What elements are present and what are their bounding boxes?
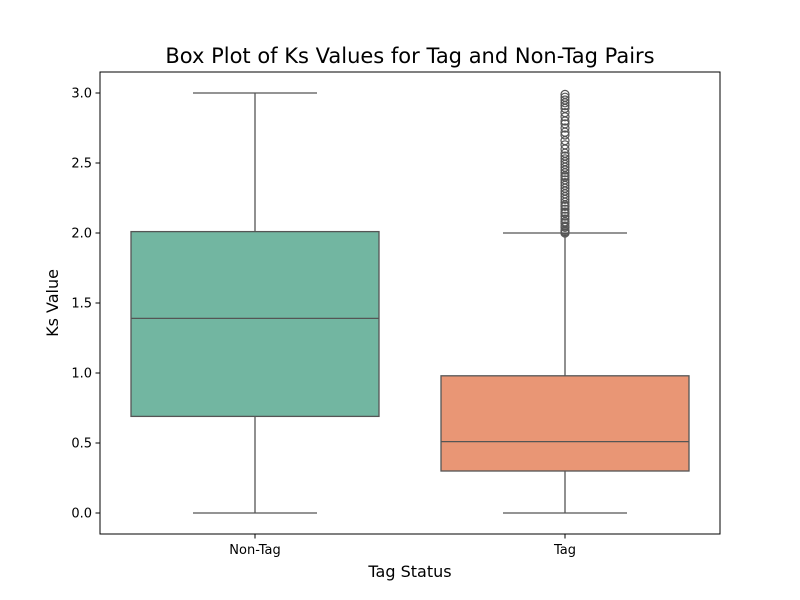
box-tag bbox=[440, 375, 690, 472]
x-tick-label: Non-Tag bbox=[229, 543, 280, 558]
outlier-point-tag bbox=[560, 89, 570, 100]
y-tick-label: 1.0 bbox=[71, 367, 92, 382]
outlier-point-tag bbox=[560, 211, 570, 221]
y-tick-label: 2.5 bbox=[71, 157, 92, 172]
outlier-point-tag bbox=[560, 175, 570, 185]
outlier-point-tag bbox=[560, 214, 570, 224]
outlier-point-tag bbox=[560, 207, 570, 217]
chart-title: Box Plot of Ks Values for Tag and Non-Ta… bbox=[165, 44, 654, 68]
outlier-point-tag bbox=[560, 178, 570, 188]
outlier-point-tag bbox=[560, 140, 570, 150]
outlier-point-tag bbox=[560, 119, 570, 129]
outlier-point-tag bbox=[560, 92, 570, 102]
y-tick-label: 0.0 bbox=[71, 507, 92, 522]
outlier-point-tag bbox=[560, 204, 570, 214]
y-tick-label: 3.0 bbox=[71, 87, 92, 102]
outlier-point-tag bbox=[560, 107, 570, 118]
box-non-tag bbox=[130, 230, 380, 418]
outlier-point-tag bbox=[560, 95, 570, 105]
y-tick-label: 2.0 bbox=[71, 227, 92, 242]
x-tick-label: Tag bbox=[553, 543, 576, 558]
outlier-point-tag bbox=[560, 123, 570, 133]
outlier-point-tag bbox=[560, 221, 570, 231]
y-axis-label: Ks Value bbox=[43, 269, 62, 337]
x-axis-label: Tag Status bbox=[367, 562, 451, 581]
outlier-point-tag bbox=[560, 130, 570, 140]
y-tick-label: 1.5 bbox=[71, 297, 92, 312]
outlier-point-tag bbox=[560, 154, 570, 164]
y-tick-label: 0.5 bbox=[71, 437, 92, 452]
outlier-point-tag bbox=[560, 151, 570, 161]
plot-area: 0.0 0.5 1.0 1.5 2.0 2.5 3.0 Non-Tag Tag bbox=[71, 71, 721, 558]
